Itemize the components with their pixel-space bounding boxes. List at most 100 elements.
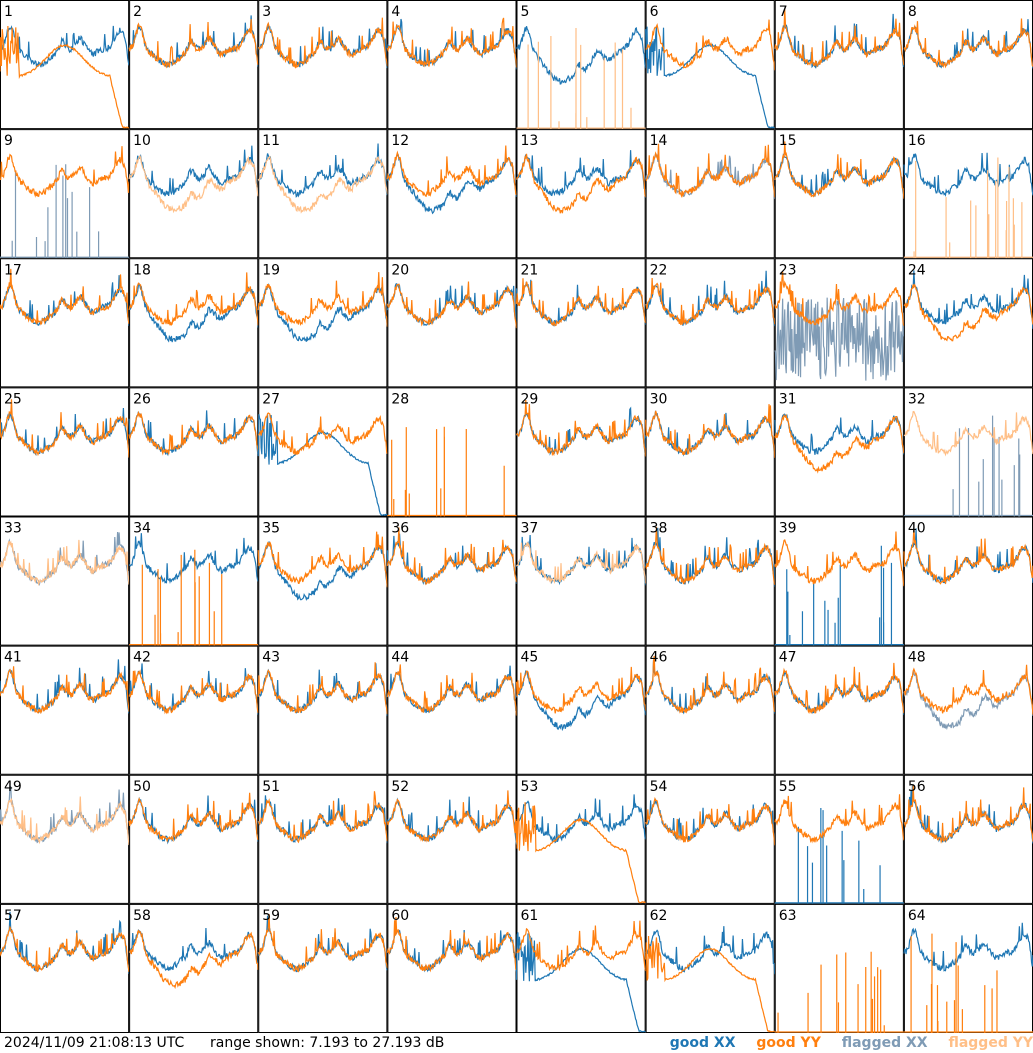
series-xx-32 bbox=[903, 415, 1033, 517]
series-xx-38 bbox=[645, 527, 776, 587]
series-yy-1 bbox=[0, 25, 130, 129]
series-xx-39 bbox=[774, 545, 904, 646]
series-yy-60 bbox=[386, 916, 517, 973]
timestamp: 2024/11/09 21:08:13 UTC bbox=[4, 1035, 185, 1051]
tile-frame bbox=[516, 258, 646, 388]
series-yy-47 bbox=[774, 662, 905, 715]
tile-53: 53 bbox=[515, 774, 647, 904]
series-yy-5 bbox=[516, 28, 646, 130]
series-yy-45 bbox=[515, 666, 647, 714]
tile-frame bbox=[387, 516, 517, 646]
series-yy-57 bbox=[0, 925, 130, 973]
tile-frame bbox=[645, 387, 775, 517]
tile-label: 39 bbox=[779, 521, 797, 537]
series-yy-38 bbox=[645, 526, 776, 586]
tile-label: 17 bbox=[4, 262, 22, 278]
tile-frame bbox=[0, 774, 130, 904]
tile-label: 42 bbox=[133, 650, 151, 666]
tile-frame bbox=[0, 645, 130, 775]
tile-frame bbox=[645, 258, 775, 388]
tile-23: 23 bbox=[774, 258, 905, 388]
tile-label: 7 bbox=[779, 4, 788, 20]
tile-52: 52 bbox=[386, 774, 518, 904]
series-yy-34 bbox=[129, 549, 259, 646]
series-xx-13 bbox=[516, 150, 647, 198]
tile-frame bbox=[774, 387, 904, 517]
series-yy-33 bbox=[0, 539, 130, 587]
tile-label: 2 bbox=[133, 4, 142, 20]
series-yy-40 bbox=[903, 528, 1033, 585]
tile-32: 32 bbox=[903, 387, 1033, 517]
series-yy-2 bbox=[128, 19, 259, 69]
tile-frame bbox=[516, 516, 646, 646]
tile-31: 31 bbox=[774, 387, 905, 517]
tile-label: 55 bbox=[779, 779, 797, 795]
series-yy-55 bbox=[774, 794, 905, 844]
series-yy-44 bbox=[386, 664, 518, 716]
tile-frame bbox=[258, 516, 388, 646]
tile-label: 5 bbox=[521, 4, 530, 20]
series-yy-35 bbox=[257, 531, 388, 588]
tile-label: 60 bbox=[391, 908, 409, 924]
tile-1: 1 bbox=[0, 0, 130, 130]
series-yy-46 bbox=[645, 655, 776, 714]
tile-label: 11 bbox=[262, 133, 280, 149]
series-yy-62 bbox=[645, 935, 776, 1033]
tile-4: 4 bbox=[386, 0, 518, 130]
tile-label: 52 bbox=[391, 779, 409, 795]
tile-label: 1 bbox=[4, 4, 13, 20]
tile-27: 27 bbox=[257, 387, 388, 517]
series-yy-25 bbox=[0, 399, 130, 458]
tile-frame bbox=[903, 0, 1033, 130]
series-yy-8 bbox=[903, 18, 1033, 69]
tile-48: 48 bbox=[903, 645, 1033, 775]
tile-7: 7 bbox=[774, 0, 905, 130]
tile-frame bbox=[129, 645, 259, 775]
tile-56: 56 bbox=[903, 774, 1033, 904]
series-xx-53 bbox=[515, 794, 647, 844]
tile-58: 58 bbox=[128, 903, 259, 1033]
series-yy-48 bbox=[903, 664, 1033, 715]
tile-41: 41 bbox=[0, 645, 130, 775]
series-xx-22 bbox=[645, 270, 776, 327]
tile-11: 11 bbox=[257, 129, 388, 259]
series-xx-45 bbox=[515, 670, 647, 732]
series-yy-11 bbox=[257, 155, 388, 214]
tile-38: 38 bbox=[645, 516, 776, 646]
tile-frame bbox=[387, 903, 517, 1033]
tile-44: 44 bbox=[386, 645, 518, 775]
tile-49: 49 bbox=[0, 774, 130, 904]
tile-24: 24 bbox=[903, 258, 1033, 388]
tile-label: 34 bbox=[133, 521, 151, 537]
tile-57: 57 bbox=[0, 903, 130, 1033]
tile-frame bbox=[258, 258, 388, 388]
tile-label: 23 bbox=[779, 262, 797, 278]
tile-16: 16 bbox=[903, 129, 1033, 259]
series-xx-18 bbox=[128, 282, 259, 343]
tile-label: 62 bbox=[650, 908, 668, 924]
series-yy-64 bbox=[903, 933, 1033, 1033]
tile-label: 44 bbox=[391, 650, 409, 666]
tile-frame bbox=[0, 129, 130, 259]
series-xx-23 bbox=[774, 297, 905, 381]
tile-20: 20 bbox=[386, 258, 518, 388]
tile-label: 19 bbox=[262, 262, 280, 278]
legend-flagged-xx: flagged XX bbox=[841, 1035, 928, 1051]
tile-frame bbox=[129, 387, 259, 517]
tile-6: 6 bbox=[645, 0, 776, 130]
tile-label: 57 bbox=[4, 908, 22, 924]
tile-label: 8 bbox=[908, 4, 917, 20]
tile-18: 18 bbox=[128, 258, 259, 388]
tile-54: 54 bbox=[645, 774, 776, 904]
tile-frame bbox=[645, 645, 775, 775]
series-yy-31 bbox=[774, 413, 905, 474]
tile-label: 29 bbox=[521, 391, 539, 407]
tile-label: 41 bbox=[4, 650, 22, 666]
tile-label: 64 bbox=[908, 908, 926, 924]
tile-label: 4 bbox=[391, 4, 400, 20]
series-yy-15 bbox=[774, 141, 905, 199]
tile-39: 39 bbox=[774, 516, 905, 646]
series-yy-28 bbox=[387, 426, 517, 517]
tile-label: 31 bbox=[779, 391, 797, 407]
tile-label: 32 bbox=[908, 391, 926, 407]
